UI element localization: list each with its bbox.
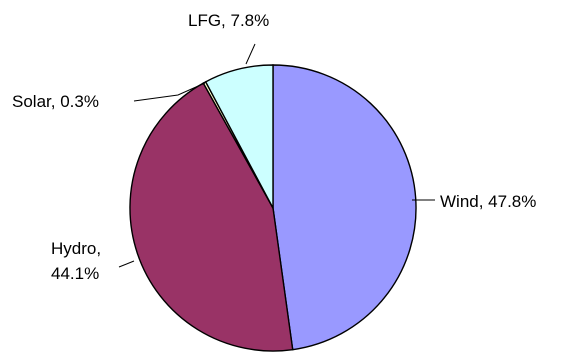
data-label-wind: Wind, 47.8% [440, 192, 536, 211]
data-label-solar: Solar, 0.3% [12, 92, 99, 111]
pie-slice-hydro [129, 82, 294, 352]
data-label-hydro-line1: Hydro, [51, 239, 101, 258]
pie-slice-wind [272, 64, 417, 351]
pie-slices [129, 64, 417, 352]
leader-line-solar [133, 82, 206, 102]
pie-slice-lfg [204, 64, 274, 209]
leader-line-lfg [245, 43, 256, 65]
leader-line-hydro [118, 260, 135, 268]
data-label-hydro-line2: 44.1% [51, 264, 99, 283]
data-label-lfg: LFG, 7.8% [188, 11, 269, 30]
